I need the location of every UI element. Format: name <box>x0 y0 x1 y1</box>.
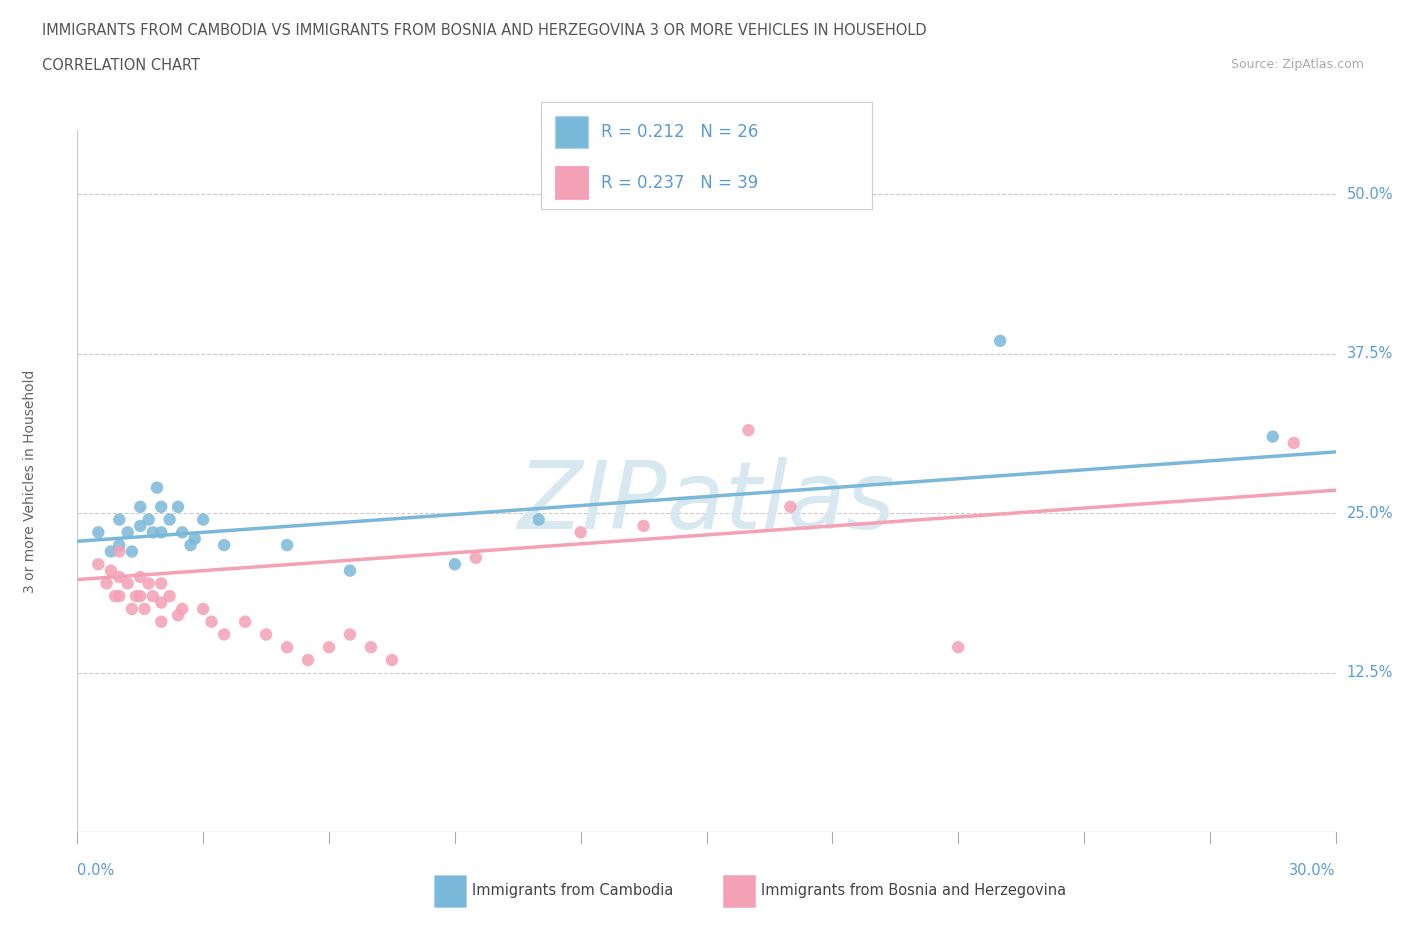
Point <box>134 602 156 617</box>
Text: 0.0%: 0.0% <box>77 863 114 878</box>
Text: 30.0%: 30.0% <box>1289 863 1336 878</box>
Text: Source: ZipAtlas.com: Source: ZipAtlas.com <box>1230 58 1364 71</box>
Point <box>159 512 181 527</box>
Point <box>150 614 173 629</box>
Point <box>381 653 404 668</box>
Point <box>212 627 235 642</box>
Point <box>1282 435 1305 450</box>
Point <box>212 538 235 552</box>
Point <box>1261 429 1284 444</box>
FancyBboxPatch shape <box>433 875 467 907</box>
Point <box>117 525 139 539</box>
Point <box>142 525 165 539</box>
Text: 37.5%: 37.5% <box>1347 346 1393 361</box>
Point <box>87 525 110 539</box>
Point <box>100 544 122 559</box>
Text: Immigrants from Cambodia: Immigrants from Cambodia <box>472 883 673 898</box>
Point <box>172 525 194 539</box>
Text: 50.0%: 50.0% <box>1347 187 1393 202</box>
Point <box>150 499 173 514</box>
Point <box>318 640 340 655</box>
Point <box>117 576 139 591</box>
FancyBboxPatch shape <box>723 875 755 907</box>
FancyBboxPatch shape <box>554 116 588 148</box>
Point <box>167 608 190 623</box>
Point <box>150 525 173 539</box>
Point <box>104 589 127 604</box>
Point <box>254 627 277 642</box>
Text: 25.0%: 25.0% <box>1347 506 1393 521</box>
Point <box>464 551 486 565</box>
Point <box>138 512 160 527</box>
Point <box>633 519 655 534</box>
Point <box>276 538 298 552</box>
Point <box>167 499 190 514</box>
Point <box>276 640 298 655</box>
Text: Immigrants from Bosnia and Herzegovina: Immigrants from Bosnia and Herzegovina <box>762 883 1067 898</box>
Point <box>108 538 131 552</box>
Point <box>108 544 131 559</box>
Point <box>121 602 143 617</box>
Text: ZIPatlas: ZIPatlas <box>517 457 896 548</box>
Point <box>444 557 467 572</box>
Text: R = 0.212   N = 26: R = 0.212 N = 26 <box>600 124 758 141</box>
Point <box>159 589 181 604</box>
Point <box>129 519 152 534</box>
Point <box>146 480 169 495</box>
Point <box>129 569 152 584</box>
Point <box>988 334 1011 349</box>
Point <box>150 595 173 610</box>
Point <box>184 531 207 546</box>
Point <box>737 423 759 438</box>
Point <box>339 564 361 578</box>
Point <box>172 602 194 617</box>
Point <box>100 564 122 578</box>
Point <box>180 538 202 552</box>
Point <box>569 525 592 539</box>
Point <box>233 614 256 629</box>
Text: 12.5%: 12.5% <box>1347 665 1393 680</box>
Point <box>297 653 319 668</box>
Text: CORRELATION CHART: CORRELATION CHART <box>42 58 200 73</box>
Point <box>191 512 215 527</box>
Point <box>527 512 550 527</box>
Text: R = 0.237   N = 39: R = 0.237 N = 39 <box>600 174 758 192</box>
Point <box>150 576 173 591</box>
Point <box>96 576 118 591</box>
Point <box>108 512 131 527</box>
FancyBboxPatch shape <box>554 166 588 199</box>
Point <box>129 499 152 514</box>
Point <box>129 589 152 604</box>
Point <box>125 589 148 604</box>
Text: 3 or more Vehicles in Household: 3 or more Vehicles in Household <box>22 369 37 593</box>
Point <box>360 640 382 655</box>
Point <box>948 640 970 655</box>
Point <box>779 499 801 514</box>
Point <box>200 614 222 629</box>
Point <box>108 569 131 584</box>
Point <box>142 589 165 604</box>
Point <box>87 557 110 572</box>
Point <box>108 589 131 604</box>
Point <box>191 602 215 617</box>
Point <box>121 544 143 559</box>
Point <box>339 627 361 642</box>
Point <box>138 576 160 591</box>
Text: IMMIGRANTS FROM CAMBODIA VS IMMIGRANTS FROM BOSNIA AND HERZEGOVINA 3 OR MORE VEH: IMMIGRANTS FROM CAMBODIA VS IMMIGRANTS F… <box>42 23 927 38</box>
